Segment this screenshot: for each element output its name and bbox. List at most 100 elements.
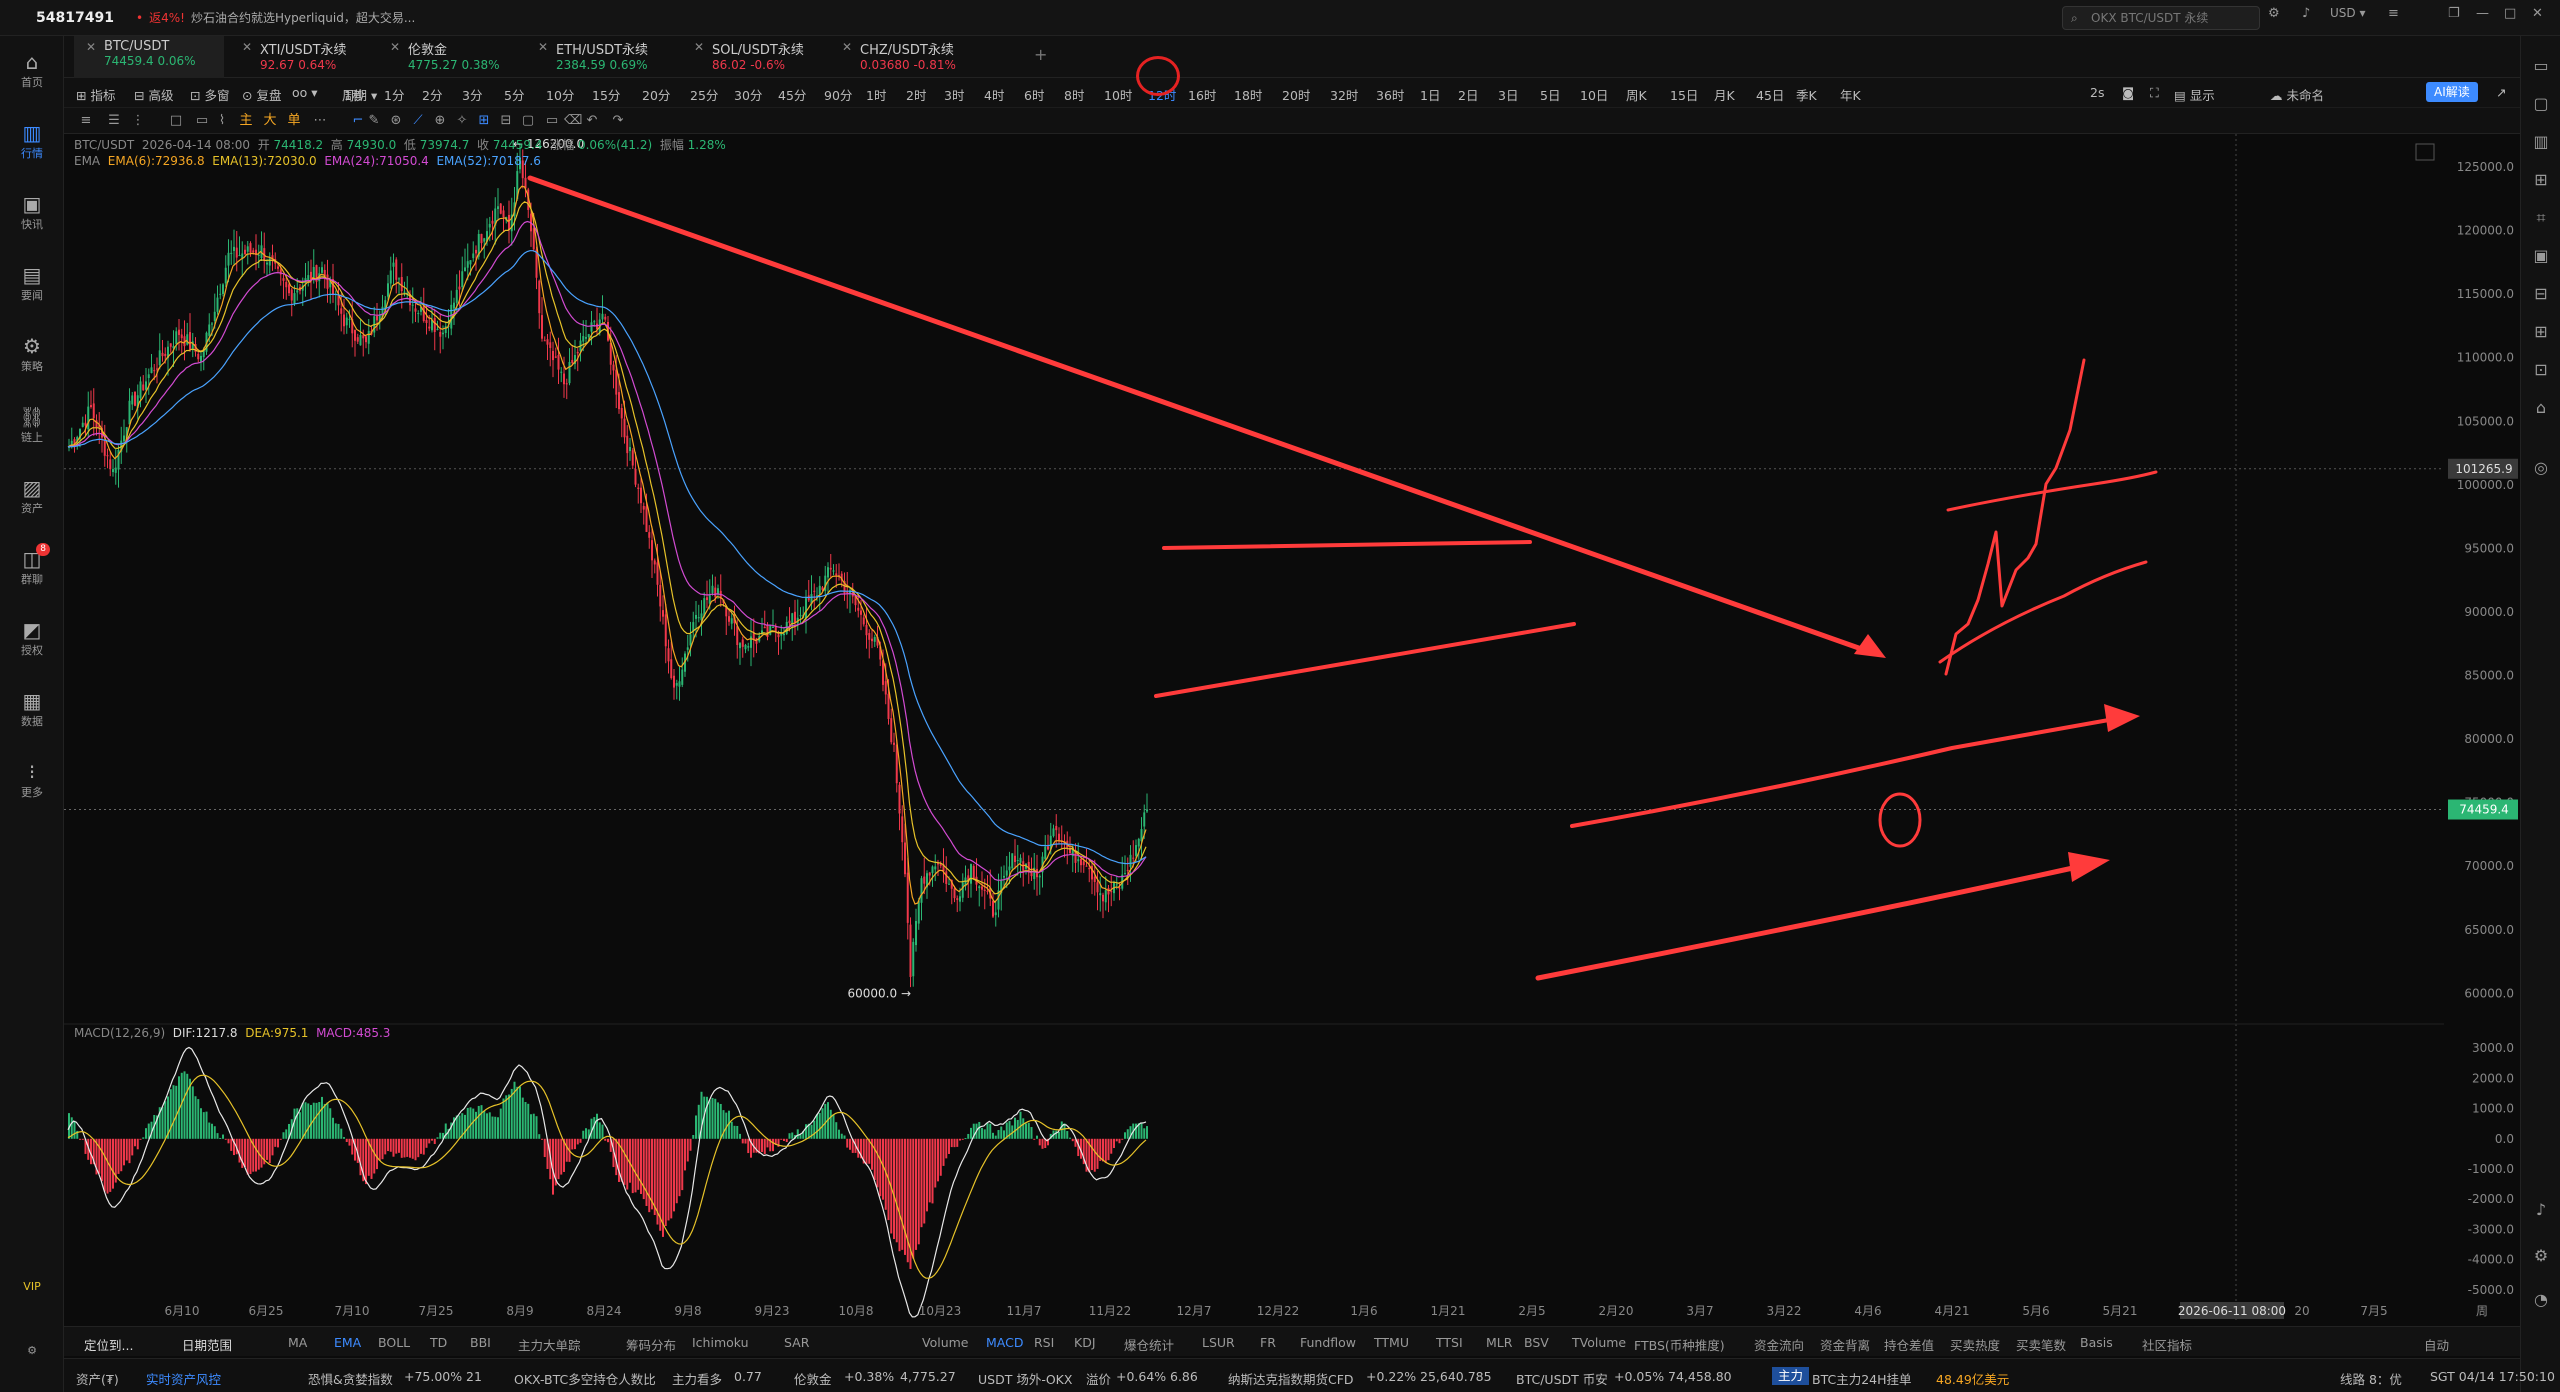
indicator-item-29[interactable]: 买卖笔数 [2016, 1338, 2067, 1353]
tool-icon-0[interactable]: ▭ [2533, 56, 2549, 75]
tool-icon-9[interactable]: ⌂ [2535, 398, 2547, 417]
tool-icon-7[interactable]: ⊞ [2534, 322, 2548, 341]
sidebar-item-6[interactable]: ▨ 资产 [0, 476, 64, 516]
risk-link[interactable]: 实时资产风控 [146, 1372, 222, 1387]
interval-15[interactable]: 4时 [984, 88, 1005, 103]
gear-icon[interactable]: ⚙ [2533, 1246, 2549, 1265]
draw-tool-icon-14[interactable]: ⊕ [434, 113, 446, 128]
settings-icon[interactable]: ⚙ [2268, 6, 2280, 21]
tab-3[interactable]: ✕ ETH/USDT永续 2384.59 0.69% [526, 36, 676, 78]
draw-tool-icon-5[interactable]: ⌇ [218, 113, 226, 128]
indicator-item-16[interactable]: LSUR [1202, 1335, 1235, 1350]
interval-32[interactable]: 月K [1714, 88, 1735, 103]
indicator-item-14[interactable]: KDJ [1074, 1335, 1096, 1350]
interval-4[interactable]: 5分 [504, 88, 525, 103]
interval-8[interactable]: 25分 [690, 88, 719, 103]
close-tab-icon[interactable]: ✕ [694, 40, 705, 54]
draw-tool-icon-2[interactable]: ⋮ [131, 113, 145, 128]
fullscreen-icon[interactable]: ⛶ [2150, 85, 2159, 100]
interval-21[interactable]: 18时 [1234, 88, 1263, 103]
indicator-item-2[interactable]: MA [288, 1335, 308, 1350]
indicator-item-31[interactable]: 社区指标 [2142, 1338, 2193, 1353]
interval-2[interactable]: 2分 [422, 88, 443, 103]
news-ticker[interactable]: • 返4%! 炒石油合约就选Hyperliquid，超大交易... [136, 11, 416, 25]
close-icon[interactable]: ✕ [2532, 6, 2543, 21]
indicator-item-30[interactable]: Basis [2080, 1335, 2113, 1350]
camera-icon[interactable]: ◙ [2122, 85, 2135, 100]
draw-tool-icon-17[interactable]: ⊟ [500, 113, 512, 128]
sidebar-item-5[interactable]: ⛓ 链上 [0, 405, 64, 445]
bell-icon[interactable]: ♪ [2302, 6, 2311, 21]
tool-icon-3[interactable]: ⊞ [2534, 170, 2548, 189]
sidebar-item-1[interactable]: ▥ 行情 [0, 121, 64, 161]
indicator-item-26[interactable]: 资金背离 [1820, 1338, 1871, 1353]
advanced-button[interactable]: ⊟ 高级 [134, 88, 174, 103]
interval-11[interactable]: 90分 [824, 88, 853, 103]
draw-tool-icon-18[interactable]: ▢ [521, 113, 535, 128]
bell-icon[interactable]: ♪ [2535, 1200, 2547, 1219]
gear-icon[interactable]: ⚙ [27, 1344, 37, 1357]
indicator-item-15[interactable]: 爆仓统计 [1124, 1338, 1175, 1353]
interval-18[interactable]: 10时 [1104, 88, 1133, 103]
multiwindow-button[interactable]: ⊡ 多窗 [190, 88, 230, 103]
period-select[interactable]: 周期 ▾ [342, 88, 378, 103]
tool-icon-4[interactable]: ⌗ [2536, 208, 2546, 227]
indicator-item-6[interactable]: BBI [470, 1335, 491, 1350]
indicator-item-3[interactable]: EMA [334, 1335, 362, 1350]
interval-7[interactable]: 20分 [642, 88, 671, 103]
draw-tool-icon-19[interactable]: ▭ [545, 113, 559, 128]
indicator-item-11[interactable]: Volume [922, 1335, 969, 1350]
draw-tool-icon-8[interactable]: 单 [287, 113, 301, 128]
search-input[interactable]: ⌕ OKX BTC/USDT 永续 [2062, 6, 2260, 30]
interval-14[interactable]: 3时 [944, 88, 965, 103]
draw-tool-icon-15[interactable]: ✧ [456, 113, 468, 128]
interval-25[interactable]: 1日 [1420, 88, 1441, 103]
close-tab-icon[interactable]: ✕ [390, 40, 401, 54]
sidebar-item-8[interactable]: ◩ 授权 [0, 618, 64, 658]
expand-icon[interactable] [2415, 143, 2435, 161]
compass-icon[interactable]: ◎ [2534, 458, 2548, 477]
draw-tool-icon-21[interactable]: ↶ [586, 113, 598, 128]
currency-select[interactable]: USD ▾ [2330, 6, 2366, 20]
display-button[interactable]: ▤ 显示 [2174, 88, 2215, 103]
indicator-item-13[interactable]: RSI [1034, 1335, 1055, 1350]
restore-icon[interactable]: ❐ [2448, 6, 2460, 21]
indicator-item-4[interactable]: BOLL [378, 1335, 411, 1350]
draw-tool-icon-0[interactable]: ≡ [80, 113, 92, 128]
interval-3[interactable]: 3分 [462, 88, 483, 103]
draw-tool-icon-4[interactable]: ▭ [195, 113, 209, 128]
sidebar-item-3[interactable]: ▤ 要闻 [0, 263, 64, 303]
interval-16[interactable]: 6时 [1024, 88, 1045, 103]
cloud-icon[interactable]: ☁ 未命名 [2270, 88, 2324, 103]
replay-button[interactable]: ⊙ 复盘 [242, 88, 282, 103]
indicator-item-23[interactable]: TVolume [1572, 1335, 1627, 1350]
sidebar-item-0[interactable]: ⌂ 首页 [0, 50, 64, 90]
indicator-item-9[interactable]: Ichimoku [692, 1335, 749, 1350]
indicator-item-21[interactable]: MLR [1486, 1335, 1513, 1350]
minimize-icon[interactable]: — [2476, 6, 2489, 21]
indicator-item-18[interactable]: Fundflow [1300, 1335, 1357, 1350]
tool-icon-8[interactable]: ⊡ [2534, 360, 2548, 379]
indicator-item-17[interactable]: FR [1260, 1335, 1276, 1350]
interval-27[interactable]: 3日 [1498, 88, 1519, 103]
interval-28[interactable]: 5日 [1540, 88, 1561, 103]
indicator-item-27[interactable]: 持仓差值 [1884, 1338, 1935, 1353]
interval-0[interactable]: 1秒 [344, 88, 365, 103]
draw-tool-icon-7[interactable]: 大 [263, 113, 277, 128]
sidebar-item-4[interactable]: ⚙ 策略 [0, 334, 64, 374]
indicator-item-32[interactable]: 自动 [2424, 1338, 2450, 1353]
trend-icon[interactable]: ↗ [2496, 85, 2507, 100]
draw-tool-icon-22[interactable]: ↷ [612, 113, 624, 128]
indicator-item-8[interactable]: 筹码分布 [626, 1338, 677, 1353]
tool-icon-2[interactable]: ▥ [2533, 132, 2549, 151]
tab-0[interactable]: ✕ BTC/USDT 74459.4 0.06% [74, 36, 224, 78]
sidebar-item-7[interactable]: ◫ 群聊 8 [0, 543, 64, 587]
draw-tool-icon-10[interactable]: ⌐ [352, 113, 364, 128]
indicator-item-20[interactable]: TTSI [1436, 1335, 1463, 1350]
maximize-icon[interactable]: □ [2504, 6, 2517, 21]
tab-1[interactable]: ✕ XTI/USDT永续 92.67 0.64% [230, 36, 380, 78]
chat-icon[interactable]: ◔ [2534, 1290, 2548, 1309]
close-tab-icon[interactable]: ✕ [242, 40, 253, 54]
tab-2[interactable]: ✕ 伦敦金 4775.27 0.38% [378, 36, 528, 78]
interval-23[interactable]: 32时 [1330, 88, 1359, 103]
